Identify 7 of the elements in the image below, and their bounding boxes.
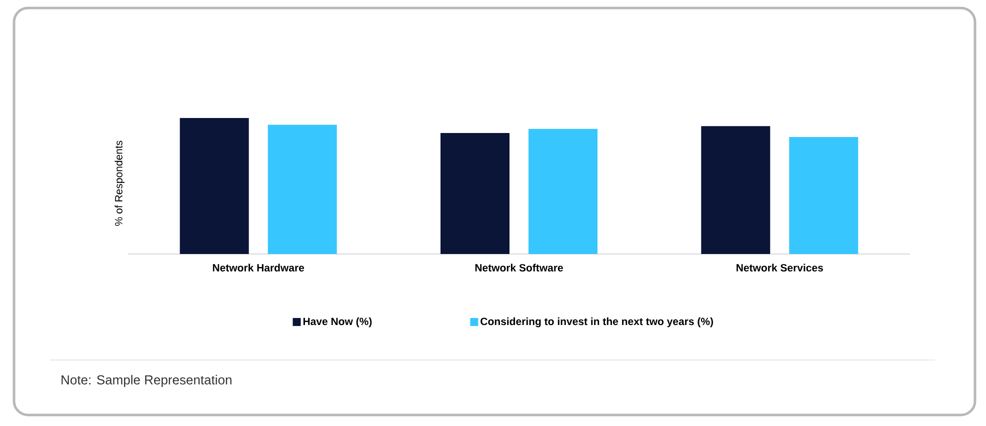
legend-label: Considering to invest in the next two years (%) [480, 317, 713, 328]
legend-label: Have Now (%) [303, 317, 372, 328]
text: Note: Sample Representation [62, 374, 232, 388]
x-tick-label: Network Hardware [212, 264, 304, 272]
y-axis-title: % of Respondents [114, 140, 124, 226]
x-tick-label: Network Software [475, 264, 563, 272]
x-tick-label: Network Services [736, 264, 823, 272]
